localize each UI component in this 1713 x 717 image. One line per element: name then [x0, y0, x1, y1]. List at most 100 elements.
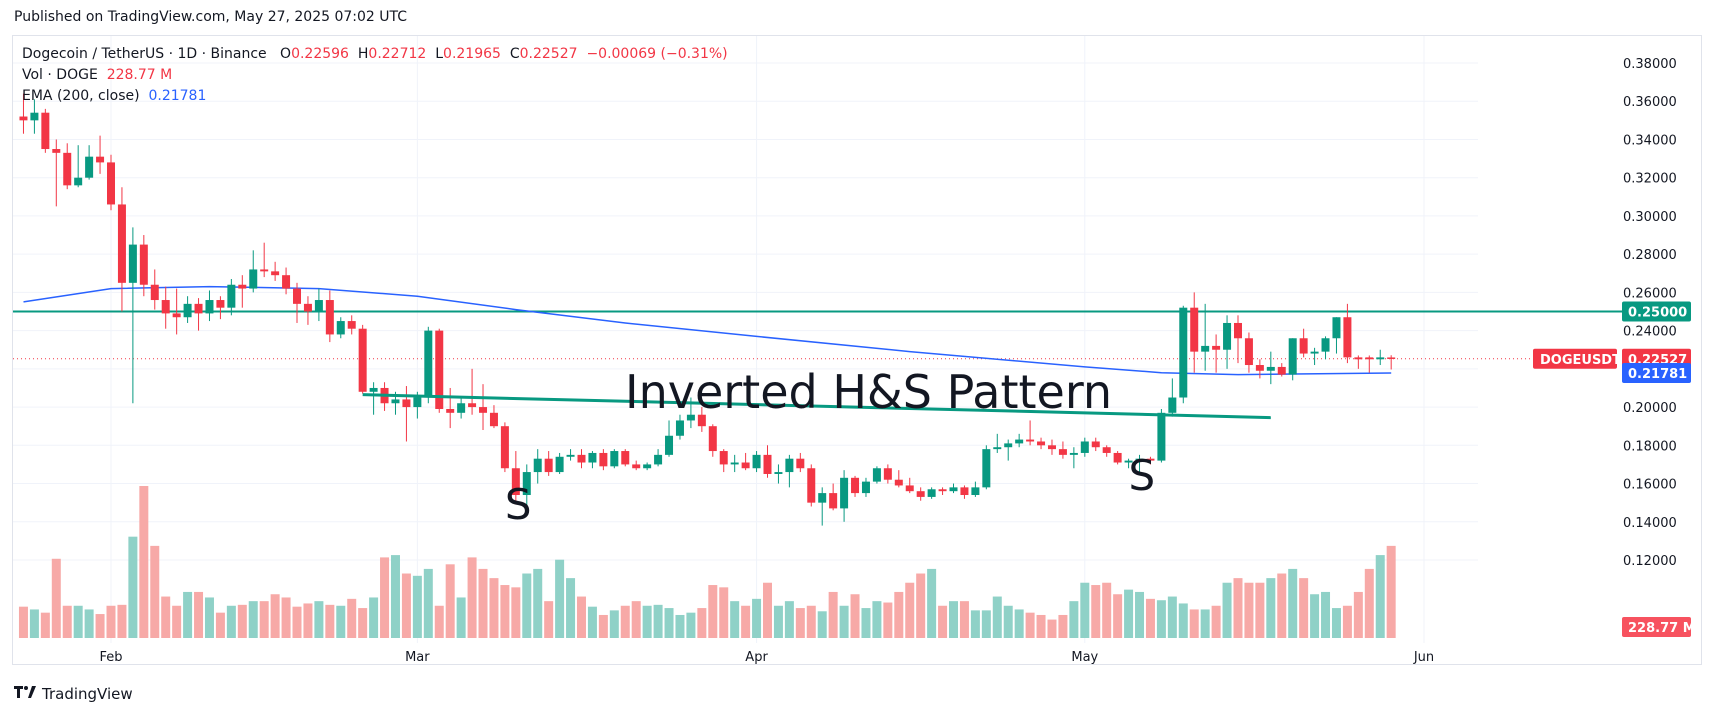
candle [325, 290, 334, 343]
candle-body [654, 454, 663, 465]
candle-body [85, 156, 94, 178]
candle [1233, 315, 1242, 364]
volume-bar [325, 604, 335, 638]
candle [1124, 458, 1133, 469]
volume-bar [358, 608, 368, 638]
symbol-title[interactable]: Dogecoin / TetherUS · 1D · Binance [22, 46, 267, 62]
candle-body [566, 454, 575, 457]
candle [883, 464, 892, 484]
candle-body [446, 408, 455, 413]
volume-bar [555, 559, 565, 638]
candle-body [435, 330, 444, 409]
volume-bar [248, 601, 258, 638]
volume-bar [949, 601, 959, 638]
volume-bar [1113, 594, 1123, 638]
volume-bar [1080, 582, 1090, 638]
candle-body [150, 284, 159, 301]
volume-bar [1189, 609, 1199, 638]
candle [1255, 359, 1264, 379]
volume-bar [95, 614, 105, 638]
volume-bar [1124, 589, 1134, 638]
candle [1179, 305, 1188, 404]
candle [336, 317, 345, 339]
candle-body [1047, 445, 1056, 450]
legend-ema-row[interactable]: EMA (200, close) 0.21781 [22, 86, 728, 107]
volume-bar [1025, 612, 1035, 638]
candle [1201, 303, 1210, 371]
price-tick-label: 0.12000 [1623, 554, 1677, 569]
candle-body [216, 300, 225, 308]
candle-body [533, 458, 542, 473]
candle-body [927, 489, 936, 497]
volume-bar [730, 601, 740, 638]
candle-body [785, 458, 794, 473]
legend-volume-row[interactable]: Vol · DOGE 228.77 M [22, 65, 728, 86]
volume-bar [1145, 598, 1155, 638]
candle [41, 108, 50, 153]
candle [479, 384, 488, 431]
volume-bar [905, 582, 915, 638]
candle-body [752, 454, 761, 469]
candle-body [1332, 317, 1341, 339]
candle-body [347, 321, 356, 329]
candle-body [1365, 357, 1374, 360]
volume-bar [1222, 582, 1232, 638]
volume-bar [336, 605, 346, 638]
candle [128, 227, 137, 404]
volume-bar [1003, 605, 1013, 638]
volume-bar [533, 568, 543, 638]
candle-body [1157, 412, 1166, 461]
candle-body [840, 477, 849, 509]
volume-bar [544, 601, 554, 638]
volume-bar [215, 612, 225, 638]
candle [741, 452, 750, 471]
neckline-trendline[interactable] [362, 393, 1271, 420]
volume-bar [1244, 582, 1254, 638]
volume-bar [861, 608, 871, 638]
candle-body [1179, 307, 1188, 398]
candle-body [63, 152, 72, 186]
candle [30, 99, 39, 134]
high-value: 0.22712 [368, 46, 427, 62]
volume-bar [434, 605, 444, 638]
candle-body [19, 116, 28, 121]
candle-body [402, 399, 411, 408]
candle-body [369, 387, 378, 392]
volume-bar [1058, 614, 1068, 638]
candle [840, 470, 849, 522]
volume-bar [675, 614, 685, 638]
volume-bar [1102, 582, 1112, 638]
candle-body [960, 487, 969, 496]
candle [1310, 347, 1319, 366]
candle [752, 451, 761, 473]
volume-bar [62, 605, 72, 638]
tradingview-logo-icon [14, 686, 36, 702]
volume-bar [489, 578, 499, 638]
candle [960, 485, 969, 499]
volume-bar [1200, 609, 1210, 638]
volume-bar [117, 604, 127, 638]
tradingview-logo[interactable]: TradingView [14, 685, 133, 703]
candle [654, 449, 663, 467]
candle [544, 451, 553, 476]
volume-bar [1299, 578, 1309, 638]
shoulder-label: S [505, 480, 532, 529]
candle-body [675, 420, 684, 436]
volume-bar [697, 608, 707, 638]
candle [665, 420, 674, 457]
time-axis[interactable]: Feb Mar Apr May Jun [99, 650, 1434, 665]
candle-body [851, 477, 860, 494]
candle-body [1223, 322, 1232, 350]
candle [107, 154, 115, 211]
volume-tag-label: 228.77 M [1628, 621, 1696, 636]
volume-bar [795, 608, 805, 638]
candle-body [117, 204, 126, 283]
candle [1004, 439, 1013, 461]
candle-body [1015, 439, 1024, 444]
candle [774, 464, 783, 484]
candle-body [194, 303, 203, 314]
candle [358, 324, 367, 394]
price-tick-label: 0.28000 [1623, 248, 1677, 263]
candle-body [905, 485, 914, 492]
